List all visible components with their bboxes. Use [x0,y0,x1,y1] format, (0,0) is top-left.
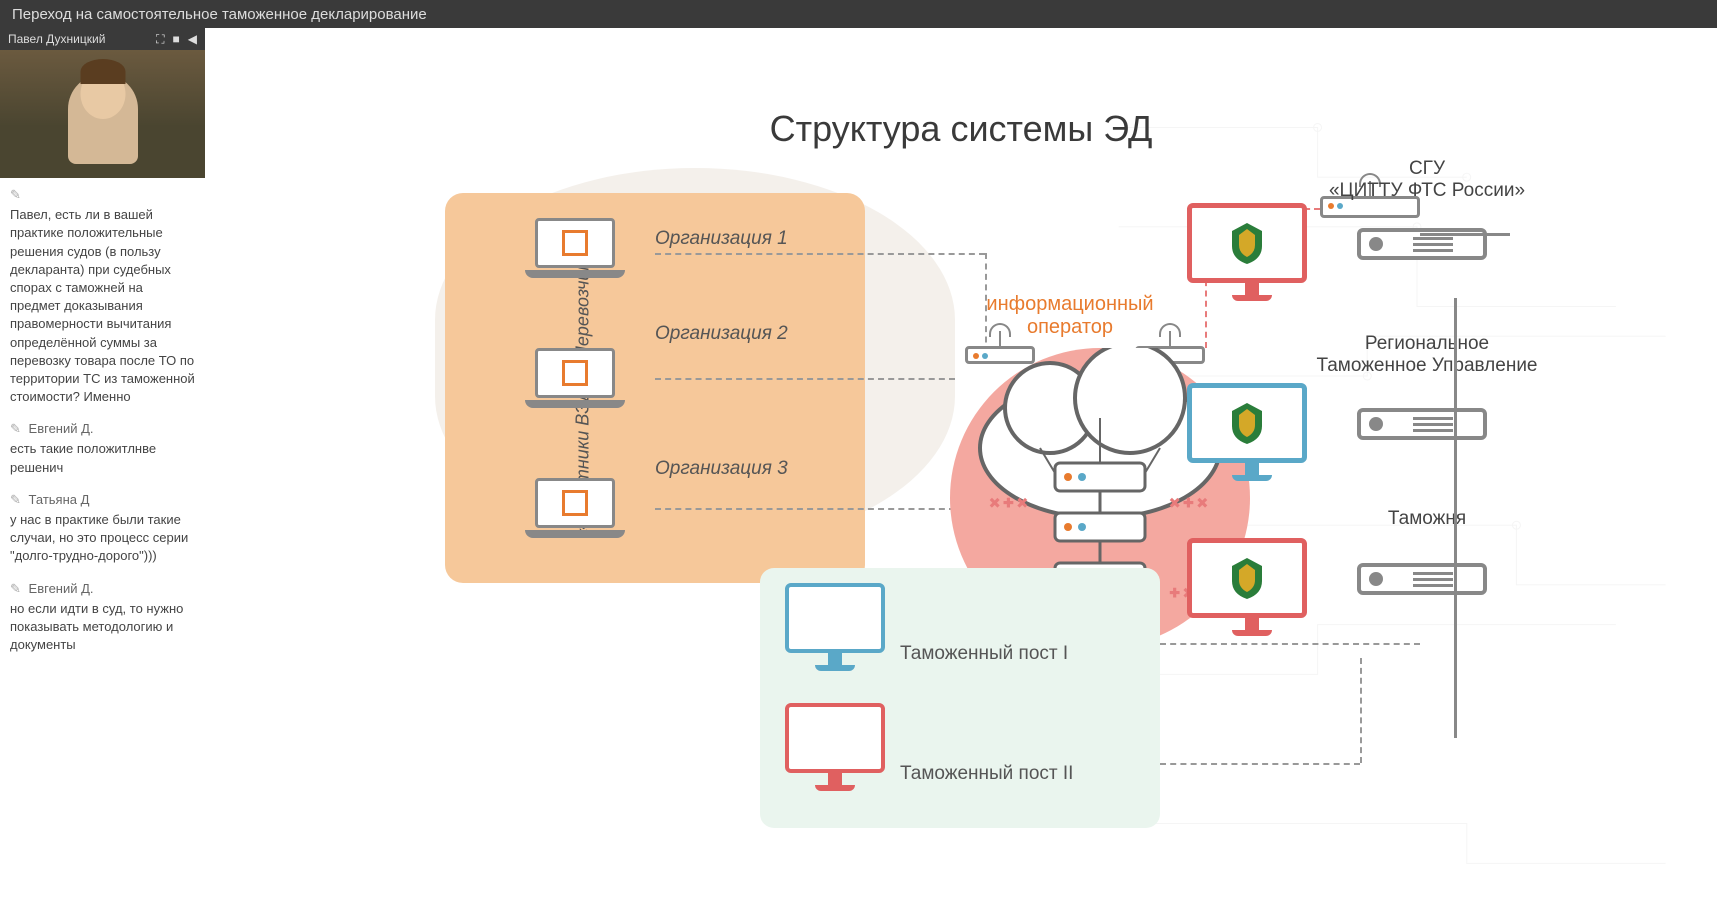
chat-text: у нас в практике были такие случаи, но э… [10,511,195,566]
pencil-icon: ✎ [10,581,21,596]
emblem-icon [1227,221,1267,266]
post-label: Таможенный пост II [900,763,1073,785]
chat-author: ✎ [10,186,195,204]
org-label: Организация 2 [655,323,788,345]
window-title: Переход на самостоятельное таможенное де… [12,6,427,23]
chat-text: Павел, есть ли в вашей практике положите… [10,206,195,406]
chat-message: ✎ Евгений Д. есть такие положитлнве реше… [10,420,195,477]
camera-icon[interactable]: ■ [173,32,180,47]
video-header: Павел Духницкий ⛶ ■ ◀ [0,28,205,50]
author-name: Евгений Д. [29,581,94,596]
emblem-icon [1227,401,1267,446]
pencil-icon: ✎ [10,187,21,202]
label-line: Таможенное Управление [1187,355,1667,377]
customs-posts-block: Таможенный пост I Таможенный пост II [760,568,1160,828]
router-device-icon [1357,408,1487,440]
laptop-icon [525,478,625,543]
connector-line [655,508,955,510]
person-silhouette [68,74,138,164]
org-label: Организация 1 [655,228,788,250]
document-icon [562,230,588,256]
fullscreen-icon[interactable]: ⛶ [156,32,164,47]
chat-message: ✎ Павел, есть ли в вашей практике положи… [10,186,195,406]
presenter-name: Павел Духницкий [8,32,105,46]
chat-message: ✎ Татьяна Д у нас в практике были такие … [10,491,195,566]
presenter-video[interactable]: Павел Духницкий ⛶ ■ ◀ [0,28,205,178]
router-device-icon [1357,563,1487,595]
monitor-emblem-icon [1187,383,1317,481]
right-entity: Таможня [1187,508,1667,628]
laptop-icon [525,218,625,283]
window-titlebar: Переход на самостоятельное таможенное де… [0,0,1717,28]
org-label: Организация 3 [655,458,788,480]
volume-icon[interactable]: ◀ [188,32,197,47]
sidebar: Павел Духницкий ⛶ ■ ◀ ✎ Павел, есть ли в… [0,28,205,923]
connector-line [1420,233,1510,236]
slide-title: Структура системы ЭД [770,108,1153,150]
label-line: «ЦИТТУ ФТС России» [1187,180,1667,202]
video-frame [0,50,205,178]
chat-author: ✎ Татьяна Д [10,491,195,509]
pencil-icon: ✎ [10,421,21,436]
chat-panel[interactable]: ✎ Павел, есть ли в вашей практике положи… [0,178,205,923]
label-line: Таможня [1187,508,1667,530]
connector-line [655,378,955,380]
monitor-emblem-icon [1187,203,1317,301]
monitor-emblem-icon [1187,538,1317,636]
pencil-icon: ✎ [10,492,21,507]
author-name: Евгений Д. [29,421,94,436]
right-entity: Региональное Таможенное Управление [1187,333,1667,453]
video-controls: ⛶ ■ ◀ [156,32,197,47]
laptop-icon [525,348,625,413]
connector-line [655,253,985,255]
organisations-block: «Участники ВЭД», «Перевозчики» Организац… [445,193,865,583]
document-icon [562,490,588,516]
entity-label: Таможня [1187,508,1667,530]
emblem-icon [1227,556,1267,601]
label-line: СГУ [1187,158,1667,180]
right-column: СГУ «ЦИТТУ ФТС России» [1187,158,1667,683]
chat-author: ✎ Евгений Д. [10,580,195,598]
main-area: Павел Духницкий ⛶ ■ ◀ ✎ Павел, есть ли в… [0,28,1717,923]
connector-line [1454,298,1457,738]
svg-text:× + ×: × + × [990,495,1027,512]
monitor-icon [780,583,890,671]
label-line: Региональное [1187,333,1667,355]
right-entity: СГУ «ЦИТТУ ФТС России» [1187,158,1667,278]
entity-label: Региональное Таможенное Управление [1187,333,1667,377]
document-icon [562,360,588,386]
entity-label: СГУ «ЦИТТУ ФТС России» [1187,158,1667,202]
chat-text: есть такие положитлнве решенич [10,440,195,476]
connector-line [1160,763,1360,765]
post-label: Таможенный пост I [900,643,1068,665]
author-name: Татьяна Д [29,492,90,507]
chat-text: но если идти в суд, то нужно показывать … [10,600,195,655]
chat-message: ✎ Евгений Д. но если идти в суд, то нужн… [10,580,195,655]
slide-content: Структура системы ЭД «Участники ВЭД», «П… [205,28,1717,923]
chat-author: ✎ Евгений Д. [10,420,195,438]
monitor-icon [780,703,890,791]
